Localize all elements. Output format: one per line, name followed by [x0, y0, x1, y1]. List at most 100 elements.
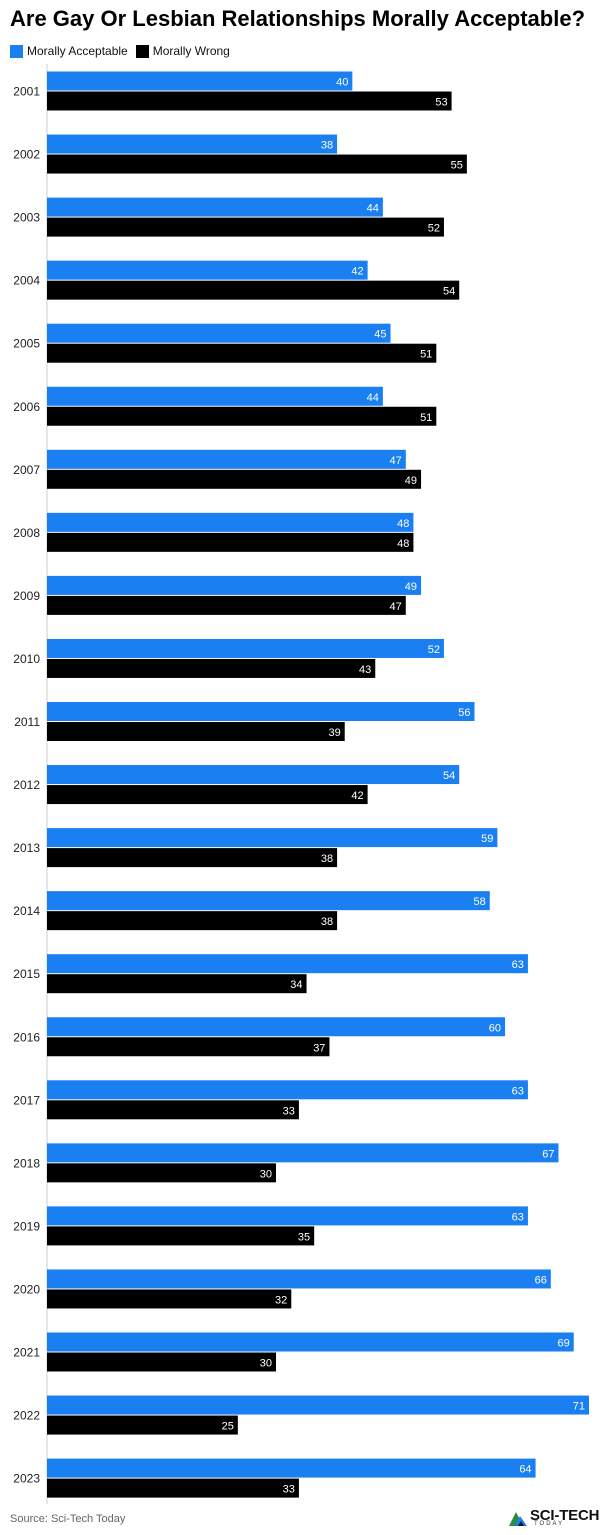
- bar-wrong: [47, 343, 437, 363]
- data-label-acceptable: 52: [428, 644, 440, 656]
- data-label-wrong: 53: [435, 97, 447, 109]
- bar-acceptable: [47, 386, 383, 406]
- bar-wrong: [47, 1163, 277, 1183]
- brand-logo: SCI-TECH TODAY: [508, 1508, 599, 1527]
- data-label-wrong: 39: [328, 727, 340, 739]
- bar-acceptable: [47, 1206, 528, 1226]
- bar-acceptable: [47, 638, 444, 658]
- bar-acceptable: [47, 512, 414, 532]
- data-label-wrong: 51: [420, 349, 432, 361]
- bar-acceptable: [47, 197, 383, 217]
- data-label-wrong: 38: [321, 916, 333, 928]
- legend-label-acceptable: Morally Acceptable: [27, 44, 128, 58]
- data-label-acceptable: 38: [321, 140, 333, 152]
- legend-item-acceptable: Morally Acceptable: [10, 44, 128, 58]
- data-label-wrong: 33: [283, 1484, 295, 1496]
- data-label-wrong: 42: [351, 790, 363, 802]
- bar-wrong: [47, 722, 345, 741]
- bar-wrong: [47, 1226, 315, 1246]
- category-label: 2015: [13, 967, 40, 981]
- data-label-wrong: 55: [451, 160, 463, 172]
- bar-wrong: [47, 1289, 292, 1309]
- data-label-wrong: 43: [359, 664, 371, 676]
- legend-item-wrong: Morally Wrong: [135, 44, 230, 58]
- category-label: 2010: [13, 652, 40, 666]
- legend-swatch-wrong: [135, 44, 149, 58]
- bar-acceptable: [47, 828, 498, 848]
- bar-wrong: [47, 154, 467, 174]
- category-label: 2006: [13, 400, 40, 414]
- bar-wrong: [47, 1415, 238, 1435]
- bar-wrong: [47, 217, 444, 237]
- category-label: 2023: [13, 1472, 40, 1486]
- bar-acceptable: [47, 954, 528, 974]
- data-label-acceptable: 59: [481, 833, 493, 845]
- category-label: 2021: [13, 1346, 40, 1360]
- legend-label-wrong: Morally Wrong: [152, 44, 230, 58]
- bar-wrong: [47, 658, 376, 678]
- data-label-acceptable: 44: [367, 392, 379, 404]
- bar-acceptable: [47, 1143, 559, 1163]
- data-label-acceptable: 64: [519, 1464, 531, 1476]
- data-label-acceptable: 54: [443, 770, 455, 782]
- bar-acceptable: [47, 1017, 506, 1037]
- data-label-acceptable: 44: [367, 203, 379, 215]
- bar-acceptable: [47, 1395, 589, 1415]
- category-label: 2019: [13, 1219, 40, 1233]
- category-label: 2020: [13, 1282, 40, 1296]
- bar-acceptable: [47, 702, 475, 721]
- bar-wrong: [47, 406, 437, 426]
- category-label: 2003: [13, 211, 40, 225]
- data-label-acceptable: 67: [542, 1148, 554, 1160]
- bar-wrong: [47, 280, 460, 300]
- bar-acceptable: [47, 1080, 528, 1100]
- data-label-acceptable: 42: [351, 266, 363, 278]
- category-label: 2001: [13, 85, 40, 99]
- bar-wrong: [47, 848, 338, 868]
- category-label: 2018: [13, 1156, 40, 1170]
- data-label-acceptable: 69: [557, 1338, 569, 1350]
- bar-acceptable: [47, 1332, 574, 1352]
- data-label-acceptable: 60: [489, 1022, 501, 1034]
- legend: Morally Acceptable Morally Wrong: [10, 44, 238, 58]
- data-label-acceptable: 56: [458, 707, 470, 719]
- data-label-wrong: 35: [298, 1231, 310, 1243]
- data-label-acceptable: 63: [512, 1085, 524, 1097]
- data-label-acceptable: 63: [512, 1211, 524, 1223]
- bar-wrong: [47, 91, 452, 111]
- data-label-wrong: 51: [420, 412, 432, 424]
- category-label: 2013: [13, 841, 40, 855]
- bar-acceptable: [47, 1458, 536, 1478]
- data-label-wrong: 52: [428, 223, 440, 235]
- category-label: 2005: [13, 337, 40, 351]
- category-label: 2007: [13, 463, 40, 477]
- logo-mark-icon: [509, 1511, 527, 1526]
- bar-acceptable: [47, 891, 490, 911]
- bar-wrong: [47, 469, 422, 489]
- category-label: 2004: [13, 274, 40, 288]
- category-label: 2016: [13, 1030, 40, 1044]
- source-note: Source: Sci-Tech Today: [10, 1513, 126, 1525]
- data-label-acceptable: 49: [405, 581, 417, 593]
- data-label-wrong: 25: [222, 1421, 234, 1433]
- data-label-wrong: 33: [283, 1105, 295, 1117]
- data-label-acceptable: 45: [374, 329, 386, 341]
- bar-acceptable: [47, 1269, 551, 1289]
- bar-wrong: [47, 911, 338, 931]
- legend-swatch-acceptable: [10, 44, 23, 58]
- data-label-acceptable: 48: [397, 518, 409, 530]
- bar-acceptable: [47, 323, 391, 343]
- bar-acceptable: [47, 575, 422, 595]
- bar-wrong: [47, 1100, 299, 1120]
- data-label-wrong: 54: [443, 286, 455, 298]
- bar-wrong: [47, 974, 307, 994]
- category-label: 2022: [13, 1409, 40, 1423]
- data-label-acceptable: 47: [390, 455, 402, 467]
- category-label: 2017: [13, 1093, 40, 1107]
- category-label: 2011: [14, 715, 40, 729]
- data-label-wrong: 30: [260, 1168, 272, 1180]
- category-label: 2002: [13, 148, 40, 162]
- bar-wrong: [47, 532, 414, 552]
- bar-wrong: [47, 595, 406, 615]
- data-label-wrong: 47: [390, 601, 402, 613]
